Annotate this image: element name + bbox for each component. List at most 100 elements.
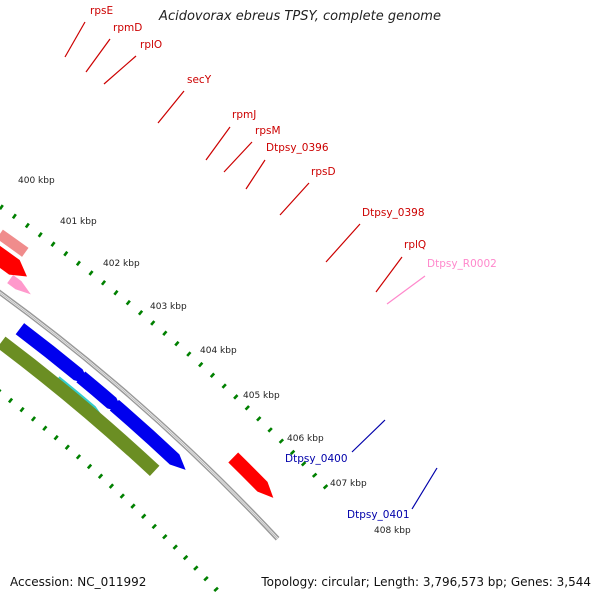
tick-dot	[186, 351, 192, 357]
gene-label: Dtpsy_0401	[347, 509, 410, 521]
tick-dot	[213, 586, 219, 593]
tick-dot	[198, 361, 204, 368]
leader-line	[245, 159, 266, 190]
leader-line	[411, 467, 438, 510]
tick-dot	[162, 330, 168, 336]
tick-dot	[24, 222, 30, 229]
tick-dot	[119, 493, 125, 499]
tick-dot	[137, 310, 144, 316]
leader-line	[103, 55, 137, 85]
tick-dot	[75, 454, 82, 460]
leader-line	[157, 90, 185, 124]
gene-label: rpmJ	[232, 109, 256, 121]
tick-dot	[11, 213, 17, 220]
accession-text: Accession: NC_011992	[10, 575, 147, 589]
gene-arrow	[228, 452, 274, 498]
tick-dot	[86, 463, 93, 470]
tick-dot	[141, 513, 147, 519]
gene-label: secY	[187, 74, 212, 86]
tick-dot	[19, 406, 25, 413]
leader-line	[64, 21, 86, 58]
tick-dot	[289, 449, 296, 456]
tick-dot	[182, 554, 189, 561]
gene-blue-3	[109, 399, 186, 470]
leader-line	[351, 419, 386, 453]
tick-dot	[50, 241, 56, 247]
tick-dot	[7, 397, 14, 404]
gene-label: rplQ	[404, 239, 426, 251]
gene-label: Dtpsy_0398	[362, 207, 425, 219]
leader-lines-layer	[64, 21, 438, 510]
gene-label: rpsM	[255, 125, 281, 137]
gene-arrow	[0, 245, 27, 277]
gene-label: rplO	[140, 39, 162, 51]
topology-text: Topology: circular; Length: 3,796,573 bp…	[261, 575, 591, 589]
tick-dot	[278, 438, 285, 444]
tick-dots-layer	[0, 204, 329, 593]
kbp-label: 400 kbp	[18, 176, 55, 186]
tick-dot	[300, 461, 307, 467]
tick-dot	[244, 405, 250, 411]
gene-label: rpsD	[311, 166, 336, 178]
gene-label: Dtpsy_0396	[266, 142, 329, 154]
gene-features-layer	[0, 227, 274, 498]
tick-dot	[172, 544, 178, 550]
leader-line	[375, 256, 403, 293]
tick-dot	[151, 523, 157, 530]
tick-dot	[322, 484, 329, 490]
tick-dot	[63, 250, 69, 257]
leader-line	[223, 141, 253, 173]
tick-dot	[75, 260, 81, 267]
tick-dot	[0, 204, 4, 211]
tick-dot	[37, 232, 43, 238]
kbp-label: 401 kbp	[60, 217, 97, 227]
kbp-label: 403 kbp	[150, 302, 187, 312]
tick-dot	[174, 340, 180, 347]
tick-dot	[162, 534, 168, 540]
backbone-layer	[0, 289, 280, 541]
tick-dot	[125, 299, 131, 306]
gene-label: Dtpsy_R0002	[427, 258, 497, 270]
tick-dot	[193, 565, 199, 571]
tick-dot	[130, 503, 136, 509]
gene-label: Dtpsy_0400	[285, 453, 348, 465]
tick-dot	[97, 473, 104, 480]
tick-dot	[42, 425, 48, 432]
tick-dot	[100, 280, 107, 286]
tick-dot	[256, 416, 262, 422]
kbp-labels-layer: 400 kbp 401 kbp 402 kbp 403 kbp 404 kbp 405 k…	[18, 176, 411, 536]
kbp-label: 405 kbp	[243, 391, 280, 401]
gene-blue-2	[76, 371, 124, 413]
tick-dot	[267, 427, 273, 433]
leader-line	[386, 275, 426, 305]
gene-blue-1	[15, 323, 90, 385]
tick-dot	[209, 372, 216, 379]
tick-dot	[30, 416, 37, 422]
tick-dot	[221, 383, 227, 389]
leader-line	[205, 126, 231, 161]
gene-olive	[0, 336, 160, 477]
kbp-label: 408 kbp	[374, 526, 411, 536]
leader-line	[279, 182, 310, 216]
tick-dot	[150, 320, 156, 326]
kbp-label: 404 kbp	[200, 346, 237, 356]
gene-rplQ	[0, 229, 29, 257]
tick-dot	[311, 472, 318, 478]
tick-dot	[88, 270, 94, 276]
tick-dot	[53, 434, 59, 441]
gene-label: rpmD	[113, 22, 142, 34]
tick-dot	[108, 483, 115, 489]
tick-dot	[233, 394, 239, 400]
leader-line	[85, 38, 111, 73]
backbone-core	[0, 292, 278, 540]
tick-dot	[64, 444, 70, 450]
kbp-label: 402 kbp	[103, 259, 140, 269]
kbp-label: 407 kbp	[330, 479, 367, 489]
kbp-label: 406 kbp	[287, 434, 324, 444]
gene-Dtpsy_R0002	[7, 275, 31, 295]
gene-label: rpsE	[90, 5, 113, 17]
tick-dot	[203, 576, 209, 582]
tick-dot	[113, 289, 119, 296]
